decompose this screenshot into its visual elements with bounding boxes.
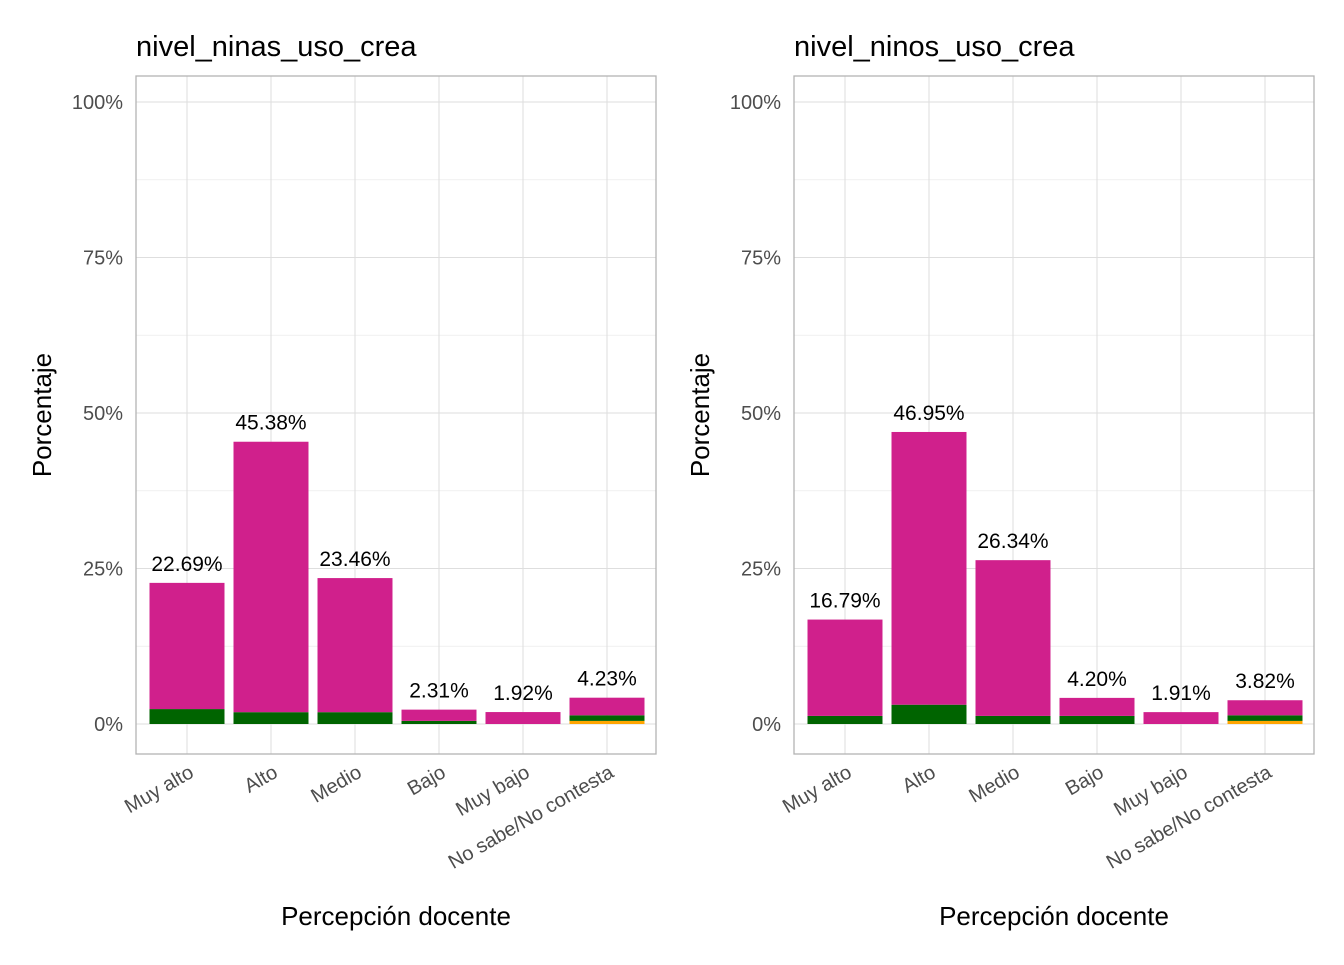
y-axis-title: Porcentaje [27,353,57,477]
data-label: 46.95% [893,402,964,425]
y-tick-label: 25% [83,559,123,581]
x-tick-label: Alto [241,761,282,797]
data-label: 1.91% [1151,682,1211,705]
bar-segment [569,715,645,721]
bar-segment [1227,715,1303,721]
data-label: 16.79% [809,590,880,613]
panel-border [135,75,657,755]
y-tick-label: 75% [83,248,123,270]
bar-segment [1059,697,1135,716]
panel-1: 0% 25% 50% 75% 100% 16.79% Muy alto 46.95% Alto 2… [685,31,1315,931]
data-label: 4.20% [1067,668,1127,691]
y-tick-label: 100% [72,92,123,114]
data-label: 23.46% [319,548,390,571]
data-label: 4.23% [577,668,637,691]
bar-segment [1059,715,1135,724]
y-tick-label: 50% [741,403,781,425]
y-tick-label: 0% [752,714,781,736]
data-label: 22.69% [151,553,222,576]
bar-segment [891,704,967,724]
data-label: 1.92% [493,682,553,705]
bar-segment [401,720,477,724]
y-tick-label: 0% [94,714,123,736]
y-axis-title: Porcentaje [685,353,715,477]
bar-segment [1143,712,1219,724]
x-tick-label: Muy alto [121,761,197,818]
bar-segment [807,619,883,716]
chart-title: nivel_ninas_uso_crea [136,31,417,63]
bar-segment [401,709,477,721]
x-tick-label: Bajo [404,761,450,800]
bar-segment [569,697,645,716]
bar-segment [807,715,883,724]
x-tick-label: Medio [307,761,365,807]
panel-0: 0% 25% 50% 75% 100% 22.69% Muy alto 45.38% Alto 2… [27,31,657,931]
data-label: 45.38% [235,412,306,435]
y-tick-label: 50% [83,403,123,425]
bar-segment [975,560,1051,716]
y-tick-label: 100% [730,92,781,114]
bar-segment [891,431,967,705]
bar-segment [569,720,645,724]
x-tick-label: Alto [899,761,940,797]
x-tick-label: Muy alto [779,761,855,818]
bar-segment [485,712,561,724]
bar-segment [317,712,393,724]
x-axis-title: Percepción docente [281,901,511,931]
x-axis-title: Percepción docente [939,901,1169,931]
panel-border [793,75,1315,755]
y-tick-label: 75% [741,248,781,270]
data-label: 2.31% [409,680,469,703]
bar-segment [317,578,393,713]
bar-segment [149,582,225,710]
bar-segment [1227,720,1303,724]
bar-segment [233,441,309,713]
bar-segment [149,709,225,724]
chart-title: nivel_ninos_uso_crea [794,31,1075,63]
y-tick-label: 25% [741,559,781,581]
bar-segment [1227,700,1303,716]
data-label: 3.82% [1235,670,1295,693]
bar-segment [975,715,1051,724]
x-tick-label: Bajo [1062,761,1108,800]
bar-segment [233,712,309,724]
x-tick-label: Medio [965,761,1023,807]
data-label: 26.34% [977,530,1048,553]
